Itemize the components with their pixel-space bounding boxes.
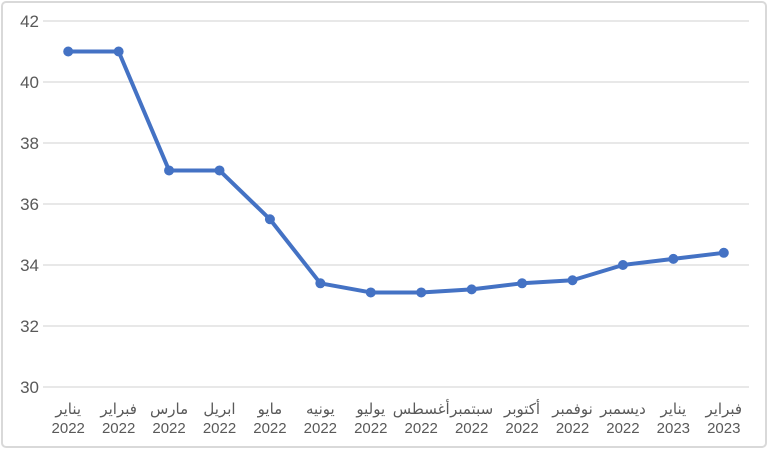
x-axis-year-label: 2022 xyxy=(152,420,185,437)
x-axis-month-label: مارس xyxy=(150,401,188,418)
y-axis-labels-layer: 42 40 38 36 34 32 30 xyxy=(20,12,39,397)
data-point-marker xyxy=(567,275,578,286)
x-axis-year-label: 2022 xyxy=(455,420,488,437)
x-axis-year-label: 2023 xyxy=(657,420,690,437)
series-line xyxy=(66,49,726,295)
data-point-marker xyxy=(517,278,528,289)
data-point-marker xyxy=(416,287,427,298)
x-axis-month-label: ابريل xyxy=(203,401,235,418)
data-point-marker xyxy=(466,284,477,295)
x-axis-month-label: أغسطس xyxy=(393,399,450,418)
x-axis-month-label: مايو xyxy=(257,401,283,418)
x-axis-year-label: 2022 xyxy=(354,420,387,437)
x-axis-year-label: 2022 xyxy=(203,420,236,437)
y-axis-tick-label: 36 xyxy=(20,195,39,214)
y-axis-tick-label: 42 xyxy=(20,12,39,31)
y-axis-tick-label: 40 xyxy=(20,73,39,92)
x-axis-month-label: ديسمبر xyxy=(599,401,646,418)
y-axis-tick-label: 32 xyxy=(20,317,39,336)
y-axis-tick-label: 34 xyxy=(20,256,39,275)
gridlines-layer xyxy=(43,20,749,388)
data-point-marker xyxy=(164,165,175,176)
x-axis-year-label: 2022 xyxy=(52,420,85,437)
data-point-marker xyxy=(668,253,679,264)
y-axis-tick-label: 38 xyxy=(20,134,39,153)
x-axis-year-label: 2022 xyxy=(102,420,135,437)
x-axis-month-label: يونيه xyxy=(306,401,335,418)
x-axis-month-label: نوفمبر xyxy=(551,401,593,418)
data-point-marker xyxy=(113,46,124,57)
x-axis-labels-layer: يناير 2022 فبراير 2022 مارس 2022 ابريل 2022 مايو… xyxy=(52,399,743,437)
x-axis-year-label: 2023 xyxy=(707,420,740,437)
data-point-marker xyxy=(718,247,729,258)
x-axis-year-label: 2022 xyxy=(606,420,639,437)
data-point-marker xyxy=(264,214,275,225)
x-axis-year-label: 2022 xyxy=(405,420,438,437)
x-axis-year-label: 2022 xyxy=(556,420,589,437)
x-axis-month-label: أكتوبر xyxy=(503,399,540,418)
data-point-marker xyxy=(315,278,326,289)
x-axis-year-label: 2022 xyxy=(505,420,538,437)
x-axis-month-label: سبتمبر xyxy=(449,401,493,418)
x-axis-year-label: 2022 xyxy=(253,420,286,437)
x-axis-month-label: يوليو xyxy=(355,401,385,418)
x-axis-month-label: يناير xyxy=(659,401,686,418)
x-axis-month-label: فبراير xyxy=(99,401,137,418)
x-axis-month-label: فبراير xyxy=(704,401,742,418)
data-point-marker xyxy=(365,287,376,298)
y-axis-tick-label: 30 xyxy=(20,378,39,397)
data-point-marker xyxy=(214,165,225,176)
data-point-marker xyxy=(617,260,628,270)
series-layer xyxy=(63,46,729,298)
data-point-marker xyxy=(63,46,74,57)
x-axis-month-label: يناير xyxy=(54,401,81,418)
x-axis-year-label: 2022 xyxy=(304,420,337,437)
